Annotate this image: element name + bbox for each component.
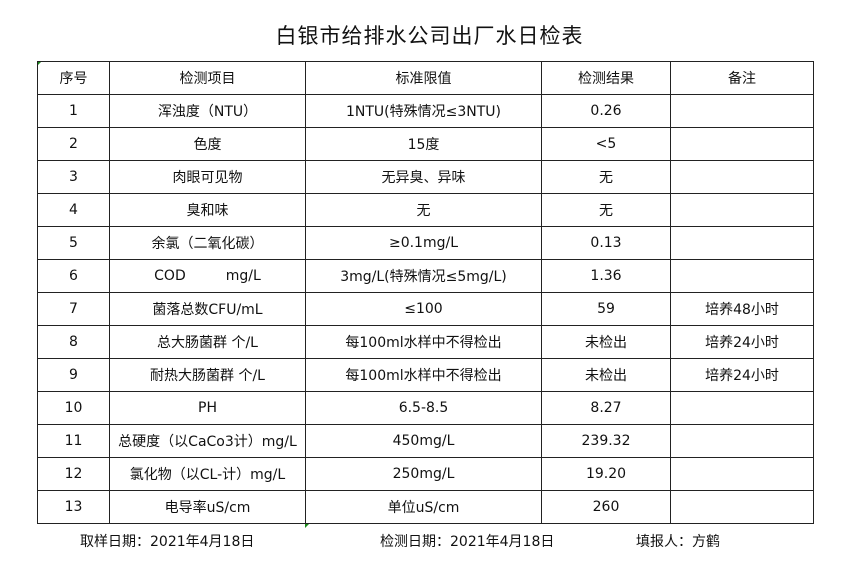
remark-cell (670, 193, 814, 227)
table-row: 2 色度 15度 <5 (37, 127, 814, 161)
remark-cell (670, 424, 814, 458)
remark-cell (670, 127, 814, 161)
table-row: 5 余氯（二氧化碳） ≥0.1mg/L 0.13 (37, 226, 814, 260)
test-item-cell: 总硬度（以CaCo3计）mg/L (109, 424, 306, 458)
table-row: 1 浑浊度（NTU） 1NTU(特殊情况≤3NTU) 0.26 (37, 94, 814, 128)
test-result-cell: 8.27 (541, 391, 671, 425)
test-result-cell: 无 (541, 160, 671, 194)
standard-limit-cell: 无 (305, 193, 542, 227)
test-item-cell: 浑浊度（NTU） (109, 94, 306, 128)
header-row: 序号 检测项目 标准限值 检测结果 备注 (37, 61, 814, 95)
row-number-cell: 1 (37, 94, 110, 128)
header-cell: 备注 (670, 61, 814, 95)
header-cell: 序号 (37, 61, 110, 95)
standard-limit-cell: 450mg/L (305, 424, 542, 458)
standard-limit-cell: ≥0.1mg/L (305, 226, 542, 260)
remark-cell (670, 226, 814, 260)
remark-cell (670, 94, 814, 128)
cell-comment-marker (305, 523, 310, 528)
table-row: 10 PH 6.5-8.5 8.27 (37, 391, 814, 425)
remark-cell (670, 457, 814, 491)
test-item-cell: 肉眼可见物 (109, 160, 306, 194)
standard-limit-cell: 每100ml水样中不得检出 (305, 358, 542, 392)
row-number-cell: 2 (37, 127, 110, 161)
remark-cell (670, 391, 814, 425)
row-number-cell: 12 (37, 457, 110, 491)
standard-limit-cell: 1NTU(特殊情况≤3NTU) (305, 94, 542, 128)
remark-cell: 培养48小时 (670, 292, 814, 326)
test-result-cell: 0.26 (541, 94, 671, 128)
row-number-cell: 5 (37, 226, 110, 260)
remark-cell: 培养24小时 (670, 325, 814, 359)
test-result-cell: 59 (541, 292, 671, 326)
test-item-cell: 臭和味 (109, 193, 306, 227)
test-result-cell: 260 (541, 490, 671, 524)
test-item-cell: 氯化物（以CL-计）mg/L (109, 457, 306, 491)
row-number-cell: 4 (37, 193, 110, 227)
test-result-cell: 19.20 (541, 457, 671, 491)
standard-limit-cell: 3mg/L(特殊情况≤5mg/L) (305, 259, 542, 293)
row-number-cell: 9 (37, 358, 110, 392)
remark-cell (670, 490, 814, 524)
standard-limit-cell: 无异臭、异味 (305, 160, 542, 194)
remark-cell (670, 160, 814, 194)
test-item-cell: 菌落总数CFU/mL (109, 292, 306, 326)
table-row: 13 电导率uS/cm 单位uS/cm 260 (37, 490, 814, 524)
table-row: 9 耐热大肠菌群 个/L 每100ml水样中不得检出 未检出 培养24小时 (37, 358, 814, 392)
remark-cell (670, 259, 814, 293)
test-item-cell: 余氯（二氧化碳） (109, 226, 306, 260)
test-item-cell: 总大肠菌群 个/L (109, 325, 306, 359)
reporter: 填报人：方鹤 (636, 534, 720, 550)
row-number-cell: 11 (37, 424, 110, 458)
test-result-cell: <5 (541, 127, 671, 161)
row-number-cell: 3 (37, 160, 110, 194)
table-row: 8 总大肠菌群 个/L 每100ml水样中不得检出 未检出 培养24小时 (37, 325, 814, 359)
standard-limit-cell: ≤100 (305, 292, 542, 326)
test-item-cell: 耐热大肠菌群 个/L (109, 358, 306, 392)
standard-limit-cell: 15度 (305, 127, 542, 161)
table-row: 6 COD mg/L 3mg/L(特殊情况≤5mg/L) 1.36 (37, 259, 814, 293)
standard-limit-cell: 单位uS/cm (305, 490, 542, 524)
row-number-cell: 10 (37, 391, 110, 425)
page-title: 白银市给排水公司出厂水日检表 (275, 24, 584, 48)
water-quality-table: 序号 检测项目 标准限值 检测结果 备注 1 浑浊度（NTU） 1NTU(特殊情况≤… (37, 61, 814, 524)
test-result-cell: 1.36 (541, 259, 671, 293)
header-cell: 检测项目 (109, 61, 306, 95)
test-result-cell: 未检出 (541, 358, 671, 392)
table-row: 12 氯化物（以CL-计）mg/L 250mg/L 19.20 (37, 457, 814, 491)
test-item-cell: COD mg/L (109, 259, 306, 293)
header-cell: 检测结果 (541, 61, 671, 95)
test-date: 检测日期：2021年4月18日 (380, 534, 555, 550)
remark-cell: 培养24小时 (670, 358, 814, 392)
test-result-cell: 无 (541, 193, 671, 227)
table-row: 7 菌落总数CFU/mL ≤100 59 培养48小时 (37, 292, 814, 326)
standard-limit-cell: 6.5-8.5 (305, 391, 542, 425)
standard-limit-cell: 每100ml水样中不得检出 (305, 325, 542, 359)
row-number-cell: 13 (37, 490, 110, 524)
row-number-cell: 7 (37, 292, 110, 326)
row-number-cell: 6 (37, 259, 110, 293)
test-item-cell: 色度 (109, 127, 306, 161)
test-item-cell: 电导率uS/cm (109, 490, 306, 524)
test-item-cell: PH (109, 391, 306, 425)
sampling-date: 取样日期：2021年4月18日 (80, 534, 255, 550)
header-cell: 标准限值 (305, 61, 542, 95)
test-result-cell: 未检出 (541, 325, 671, 359)
row-number-cell: 8 (37, 325, 110, 359)
table-row: 3 肉眼可见物 无异臭、异味无 (37, 160, 814, 194)
test-result-cell: 0.13 (541, 226, 671, 260)
table-row: 11 总硬度（以CaCo3计）mg/L 450mg/L 239.32 (37, 424, 814, 458)
test-result-cell: 239.32 (541, 424, 671, 458)
standard-limit-cell: 250mg/L (305, 457, 542, 491)
table-row: 4 臭和味无无 (37, 193, 814, 227)
